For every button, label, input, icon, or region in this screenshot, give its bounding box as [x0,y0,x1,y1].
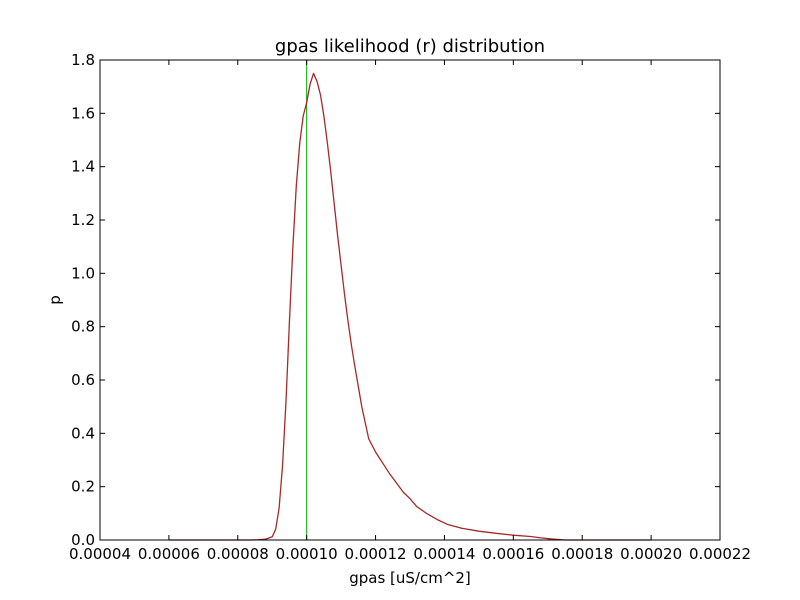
y-tick-label: 0.2 [71,478,95,496]
x-axis-label: gpas [uS/cm^2] [349,569,471,587]
x-tick-label: 0.00016 [482,545,544,563]
x-tick-label: 0.00020 [620,545,682,563]
x-tick-label: 0.00012 [345,545,407,563]
y-tick-label: 0.4 [71,424,95,442]
y-tick-label: 1.2 [71,211,95,229]
x-tick-label: 0.00010 [276,545,338,563]
y-tick-label: 1.6 [71,104,95,122]
y-tick-label: 1.4 [71,158,95,176]
y-tick-label: 1.0 [71,264,95,282]
data-layer [168,60,652,541]
plot-frame [99,59,721,541]
chart-title: gpas likelihood (r) distribution [275,36,545,57]
x-tick-label: 0.00018 [551,545,613,563]
y-ticks: 0.0 0.2 0.4 0.6 0.8 1.0 1.2 1.4 1.6 1.8 [71,51,720,549]
series-line-0 [168,72,652,541]
x-ticks: 0.00004 0.00006 0.00008 0.00010 0.00012 0.000… [69,60,751,563]
y-tick-label: 0.8 [71,318,95,336]
y-tick-label: 0.0 [71,531,95,549]
x-tick-label: 0.00014 [413,545,475,563]
plot-background [100,60,720,540]
y-tick-label: 1.8 [71,51,95,69]
y-axis-label: p [46,295,64,305]
x-tick-label: 0.00008 [207,545,269,563]
x-tick-label: 0.00022 [689,545,751,563]
x-tick-label: 0.00006 [138,545,200,563]
y-tick-label: 0.6 [71,371,95,389]
x-tick-label: 0.00004 [69,545,131,563]
